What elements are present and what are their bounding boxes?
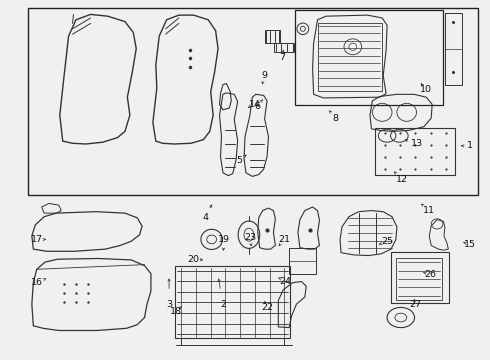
Text: 23: 23 <box>244 233 256 242</box>
Text: 18: 18 <box>171 307 182 316</box>
Text: 12: 12 <box>396 175 408 184</box>
Bar <box>375 128 455 175</box>
Text: 10: 10 <box>420 85 432 94</box>
Text: 15: 15 <box>465 240 476 249</box>
Text: 8: 8 <box>333 114 339 123</box>
Bar <box>289 248 316 274</box>
Text: 24: 24 <box>279 277 291 286</box>
Text: 6: 6 <box>254 102 260 111</box>
Text: 27: 27 <box>410 300 421 309</box>
Text: 7: 7 <box>279 53 285 62</box>
Bar <box>391 252 449 303</box>
Text: 5: 5 <box>236 156 242 165</box>
Text: 13: 13 <box>411 139 422 148</box>
Text: 3: 3 <box>166 300 172 309</box>
Text: 2: 2 <box>220 300 226 309</box>
Bar <box>318 23 382 91</box>
Bar <box>396 258 442 300</box>
Bar <box>445 13 462 85</box>
Text: 19: 19 <box>219 235 230 244</box>
Text: 11: 11 <box>423 206 435 215</box>
Text: 9: 9 <box>262 71 268 80</box>
Text: 25: 25 <box>381 237 393 246</box>
Text: 17: 17 <box>31 235 43 244</box>
Text: 21: 21 <box>278 235 290 244</box>
Text: 14: 14 <box>249 100 261 109</box>
Text: 26: 26 <box>424 270 436 279</box>
Bar <box>295 10 443 105</box>
Text: 22: 22 <box>261 303 273 312</box>
Bar <box>28 8 478 195</box>
Bar <box>274 43 294 52</box>
Bar <box>175 266 290 338</box>
Text: 4: 4 <box>203 213 209 222</box>
Text: 1: 1 <box>467 141 473 150</box>
Text: 20: 20 <box>188 255 199 264</box>
Text: 16: 16 <box>31 278 43 287</box>
Bar <box>265 30 280 43</box>
